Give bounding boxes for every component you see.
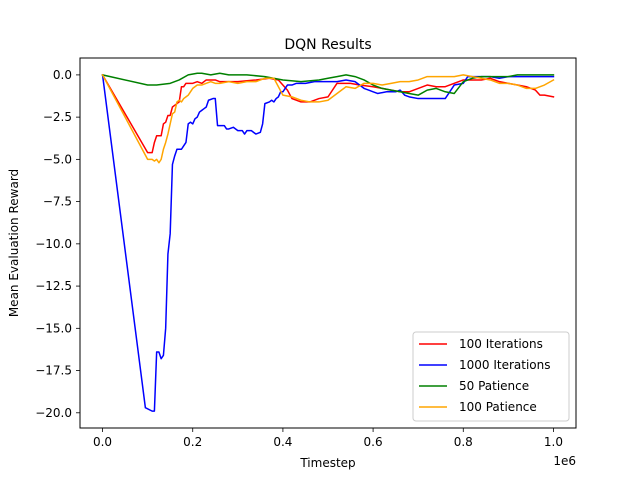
y-tick-label: −15.0 [35, 321, 72, 335]
legend: 100 Iterations 1000 Iterations 50 Patience… [412, 331, 570, 422]
y-tick-label: −7.5 [43, 195, 72, 209]
y-tick-label: 0.0 [53, 68, 72, 82]
x-tick-label: 0.0 [93, 435, 112, 449]
y-tick-label: −20.0 [35, 406, 72, 420]
y-axis-label: Mean Evaluation Reward [7, 169, 21, 317]
y-tick-label: −12.5 [35, 279, 72, 293]
y-tick-label: −5.0 [43, 152, 72, 166]
legend-label-0: 100 Iterations [459, 337, 543, 351]
x-axis-label: Timestep [299, 456, 355, 470]
plot-area [101, 72, 555, 412]
legend-box [412, 331, 570, 422]
y-axis-ticks: 0.0 −2.5 −5.0 −7.5 −10.0 −12.5 −15.0 −17.5 −20.0 [35, 68, 80, 420]
x-axis-offset-label: 1e6 [553, 454, 576, 468]
series-line-3 [101, 73, 555, 164]
series-line-1 [101, 74, 555, 412]
axes-frame [79, 57, 577, 429]
x-tick-label: 0.6 [364, 435, 383, 449]
x-axis-ticks: 0.0 0.2 0.4 0.6 0.8 1.0 [93, 428, 563, 449]
x-tick-label: 0.2 [183, 435, 202, 449]
legend-label-1: 1000 Iterations [459, 358, 551, 372]
y-tick-label: −2.5 [43, 110, 72, 124]
series-line-0 [101, 73, 555, 154]
chart-title: DQN Results [284, 37, 371, 53]
legend-label-3: 100 Patience [459, 400, 537, 414]
legend-label-2: 50 Patience [459, 379, 529, 393]
y-tick-label: −17.5 [35, 364, 72, 378]
y-tick-label: −10.0 [35, 237, 72, 251]
x-tick-label: 0.8 [454, 435, 473, 449]
x-tick-label: 0.4 [273, 435, 292, 449]
x-tick-label: 1.0 [544, 435, 563, 449]
